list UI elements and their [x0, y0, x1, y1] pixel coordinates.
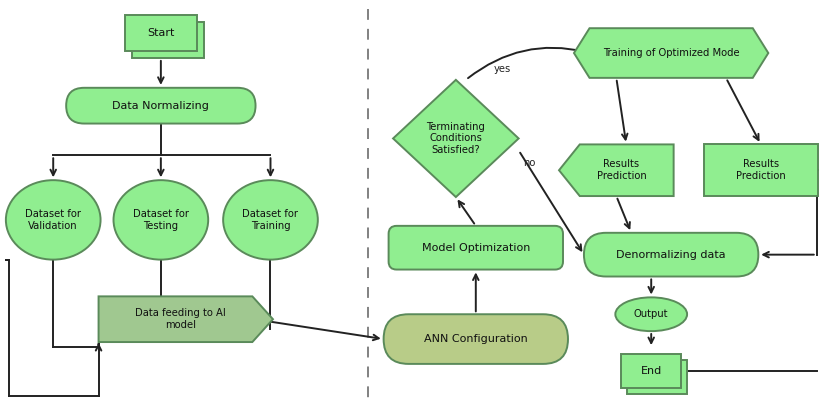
Polygon shape — [98, 296, 273, 342]
Text: Denormalizing data: Denormalizing data — [617, 250, 726, 259]
Text: Model Optimization: Model Optimization — [422, 243, 530, 253]
Bar — [125, 15, 196, 51]
Text: Dataset for
Testing: Dataset for Testing — [133, 209, 189, 231]
Text: End: End — [641, 366, 661, 376]
Ellipse shape — [616, 297, 687, 331]
Text: Results
Prediction: Results Prediction — [736, 160, 785, 181]
Text: Start: Start — [147, 28, 175, 38]
Text: Data feeding to AI
model: Data feeding to AI model — [136, 308, 226, 330]
Bar — [132, 22, 204, 58]
Text: yes: yes — [493, 64, 511, 74]
Bar — [627, 360, 687, 394]
Ellipse shape — [223, 180, 318, 259]
Bar — [622, 354, 681, 388]
Text: Terminating
Conditions
Satisfied?: Terminating Conditions Satisfied? — [427, 122, 485, 155]
Polygon shape — [393, 80, 518, 197]
FancyBboxPatch shape — [389, 226, 563, 270]
Text: Training of Optimized Mode: Training of Optimized Mode — [603, 48, 740, 58]
Text: Results
Prediction: Results Prediction — [597, 160, 646, 181]
FancyBboxPatch shape — [584, 233, 758, 277]
Text: Data Normalizing: Data Normalizing — [112, 101, 210, 111]
FancyBboxPatch shape — [384, 314, 568, 364]
Text: ANN Configuration: ANN Configuration — [424, 334, 527, 344]
Text: Output: Output — [634, 309, 668, 319]
Polygon shape — [559, 144, 674, 196]
Bar — [704, 144, 818, 196]
Polygon shape — [574, 28, 768, 78]
Ellipse shape — [6, 180, 101, 259]
Text: Dataset for
Validation: Dataset for Validation — [25, 209, 82, 231]
Text: Dataset for
Training: Dataset for Training — [242, 209, 299, 231]
Ellipse shape — [113, 180, 208, 259]
Text: no: no — [522, 158, 535, 168]
FancyBboxPatch shape — [67, 88, 255, 124]
